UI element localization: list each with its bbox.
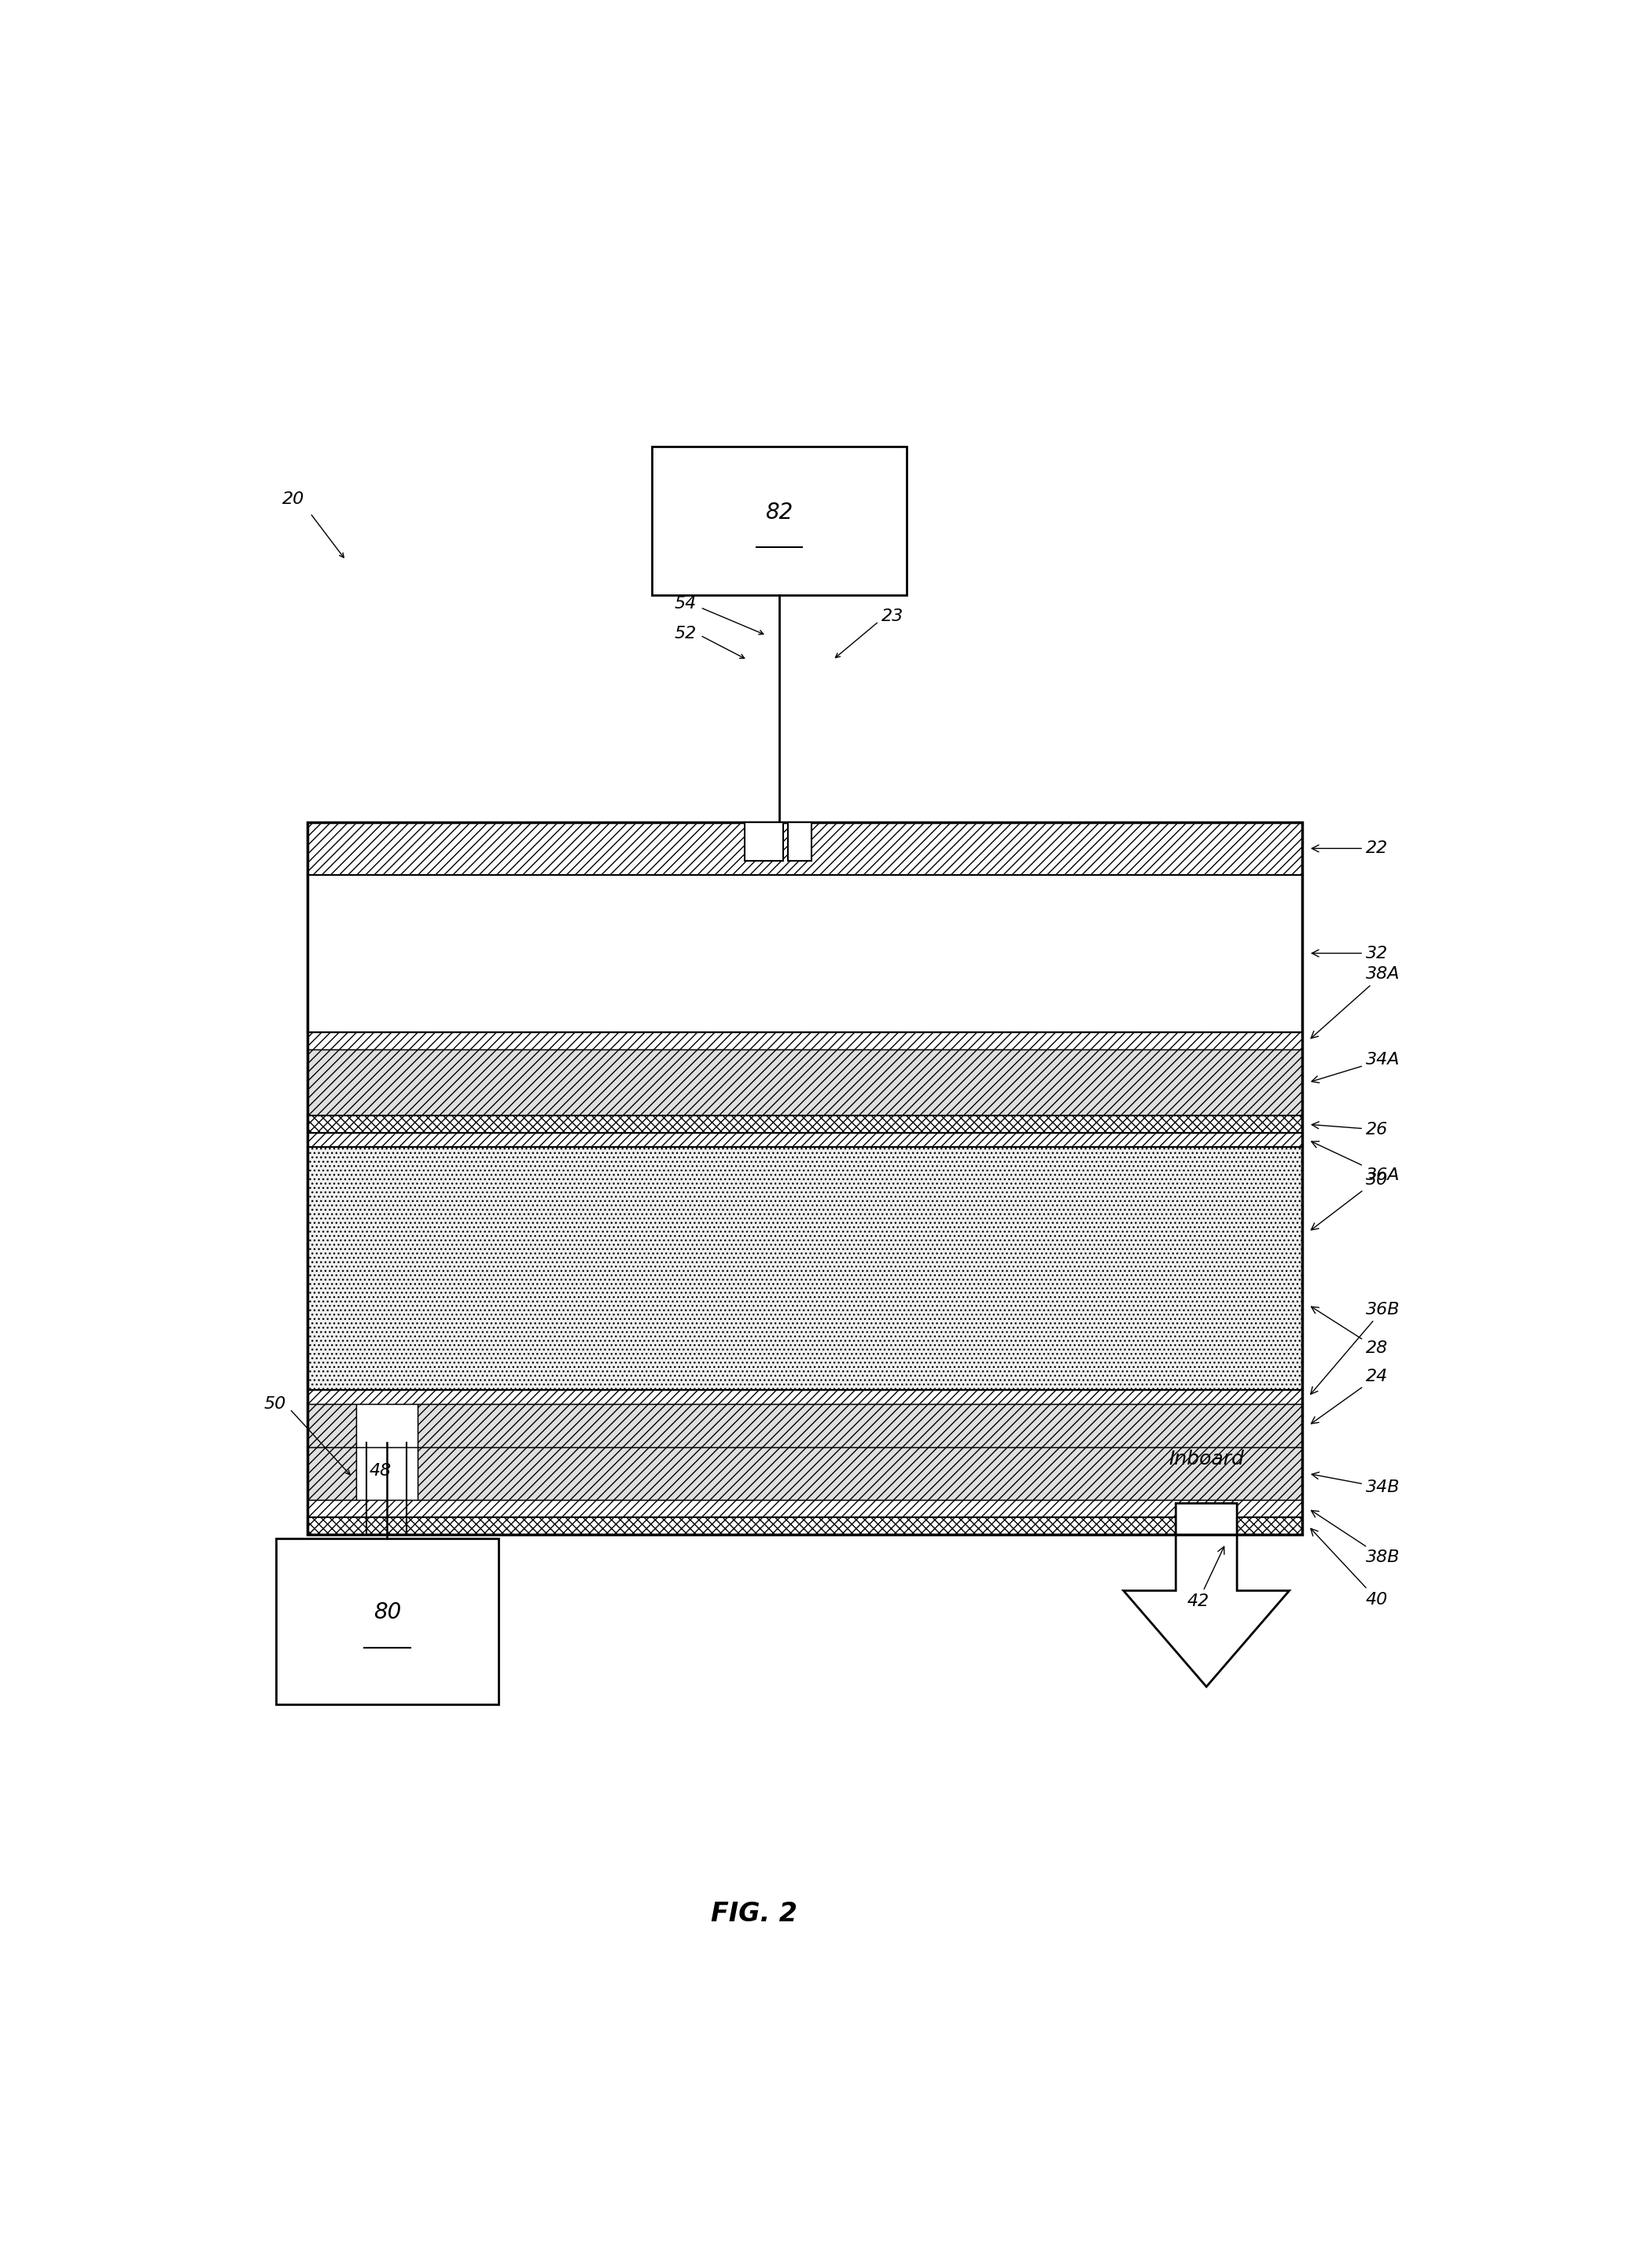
Text: 20: 20 [283,492,304,508]
Text: 48: 48 [368,1463,392,1479]
Bar [308,1116,1303,1134]
Bar [788,823,811,860]
Text: 36A: 36A [1311,1141,1400,1184]
Text: 50: 50 [263,1395,286,1411]
Text: 34A: 34A [1311,1052,1400,1082]
Bar [418,1447,1303,1499]
Text: 82: 82 [765,501,793,524]
Bar [308,1517,1303,1535]
Text: 38A: 38A [1311,966,1400,1039]
Text: 42: 42 [1188,1547,1224,1608]
Text: 38B: 38B [1311,1510,1400,1565]
Bar [308,875,1303,1032]
Bar [308,1447,355,1499]
Bar [308,823,1303,875]
Bar [418,1404,1303,1447]
Bar [745,823,783,860]
Text: FIG. 2: FIG. 2 [711,1901,798,1928]
Bar [308,1032,1303,1050]
Text: 22: 22 [1311,841,1388,857]
Text: 34B: 34B [1311,1472,1400,1495]
Text: 80: 80 [373,1601,401,1624]
Text: 24: 24 [1311,1370,1388,1424]
Text: 32: 32 [1311,946,1388,962]
Bar [308,1134,1303,1148]
Bar [308,1148,1303,1390]
Text: 28: 28 [1311,1306,1388,1356]
Bar [308,1404,355,1447]
Text: 30: 30 [1311,1173,1388,1229]
Bar [308,1499,1303,1517]
Text: Inboard: Inboard [1168,1449,1244,1467]
Bar [308,1050,1303,1116]
Text: 40: 40 [1311,1529,1388,1608]
Text: 52: 52 [674,626,696,642]
Bar [276,1538,498,1703]
Bar [308,823,1303,1535]
Text: 23: 23 [882,608,903,624]
Bar [651,447,906,594]
Text: 36B: 36B [1311,1302,1400,1395]
Bar [308,1390,1303,1404]
Text: 54: 54 [674,596,696,612]
Polygon shape [1124,1504,1290,1687]
Bar [355,1404,418,1447]
Bar [355,1447,418,1499]
Text: 26: 26 [1311,1123,1388,1139]
